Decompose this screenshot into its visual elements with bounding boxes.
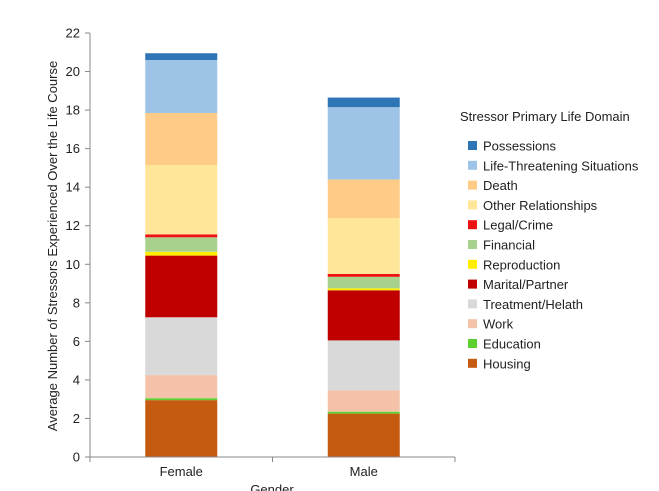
bar-segment-death (328, 179, 400, 218)
x-axis-title: Gender (250, 482, 294, 491)
y-tick-label: 20 (66, 64, 80, 79)
bar-segment-financial (328, 277, 400, 289)
legend-label: Treatment/Helath (483, 297, 583, 312)
legend-label: Life-Threatening Situations (483, 158, 639, 173)
bar-segment-work (328, 391, 400, 412)
bar-segment-education (328, 412, 400, 414)
legend-label: Possessions (483, 139, 556, 154)
legend-swatch (468, 181, 477, 190)
legend-swatch (468, 161, 477, 170)
y-tick-label: 18 (66, 103, 80, 118)
bar-segment-death (145, 113, 217, 165)
bar-segment-other-relationships (145, 165, 217, 234)
legend-swatch (468, 299, 477, 308)
bar-segment-treatment-helath (328, 340, 400, 390)
legend-swatch (468, 339, 477, 348)
legend-label: Education (483, 337, 541, 352)
legend-swatch (468, 260, 477, 269)
bar-segment-housing (145, 400, 217, 457)
legend-swatch (468, 280, 477, 289)
bar-segment-treatment-helath (145, 317, 217, 375)
y-tick-label: 6 (73, 334, 80, 349)
legend-swatch (468, 141, 477, 150)
y-tick-label: 10 (66, 257, 80, 272)
legend-label: Work (483, 317, 514, 332)
bar-segment-marital-partner (145, 256, 217, 318)
bar-segment-legal-crime (328, 274, 400, 277)
y-tick-label: 2 (73, 411, 80, 426)
legend-label: Legal/Crime (483, 218, 553, 233)
y-tick-label: 0 (73, 450, 80, 465)
legend: Stressor Primary Life Domain Possessions… (460, 109, 639, 371)
y-tick-label: 8 (73, 295, 80, 310)
bars-layer (145, 53, 400, 457)
y-tick-label: 14 (66, 180, 80, 195)
legend-label: Financial (483, 238, 535, 253)
bar-segment-life-threatening-situations (145, 60, 217, 113)
y-tick-label: 4 (73, 372, 80, 387)
legend-swatch (468, 200, 477, 209)
legend-title: Stressor Primary Life Domain (460, 109, 630, 124)
bar-segment-reproduction (328, 288, 400, 290)
bar-segment-possessions (328, 98, 400, 108)
y-tick-label: 16 (66, 141, 80, 156)
bar-segment-other-relationships (328, 218, 400, 274)
y-axis-title: Average Number of Stressors Experienced … (45, 61, 60, 431)
legend-label: Death (483, 178, 518, 193)
bar-segment-financial (145, 237, 217, 251)
bar-segment-marital-partner (328, 290, 400, 340)
bar-segment-education (145, 398, 217, 400)
x-ticks: Female Male (90, 457, 455, 479)
bar-segment-reproduction (145, 252, 217, 256)
legend-label: Marital/Partner (483, 277, 569, 292)
legend-label: Reproduction (483, 257, 560, 272)
y-ticks: 0 2 4 6 8 10 12 14 16 18 20 22 (66, 26, 90, 465)
bar-segment-possessions (145, 53, 217, 60)
legend-label: Housing (483, 356, 531, 371)
axes-layer (90, 33, 455, 457)
legend-swatch (468, 220, 477, 229)
x-tick-label: Female (160, 464, 203, 479)
legend-label: Other Relationships (483, 198, 598, 213)
legend-swatch (468, 359, 477, 368)
x-tick-label: Male (350, 464, 378, 479)
bar-segment-legal-crime (145, 234, 217, 237)
bar-segment-work (145, 375, 217, 398)
legend-swatch (468, 240, 477, 249)
bar-segment-housing (328, 414, 400, 457)
bar-segment-life-threatening-situations (328, 107, 400, 179)
y-tick-label: 12 (66, 218, 80, 233)
y-tick-label: 22 (66, 26, 80, 41)
legend-swatch (468, 319, 477, 328)
